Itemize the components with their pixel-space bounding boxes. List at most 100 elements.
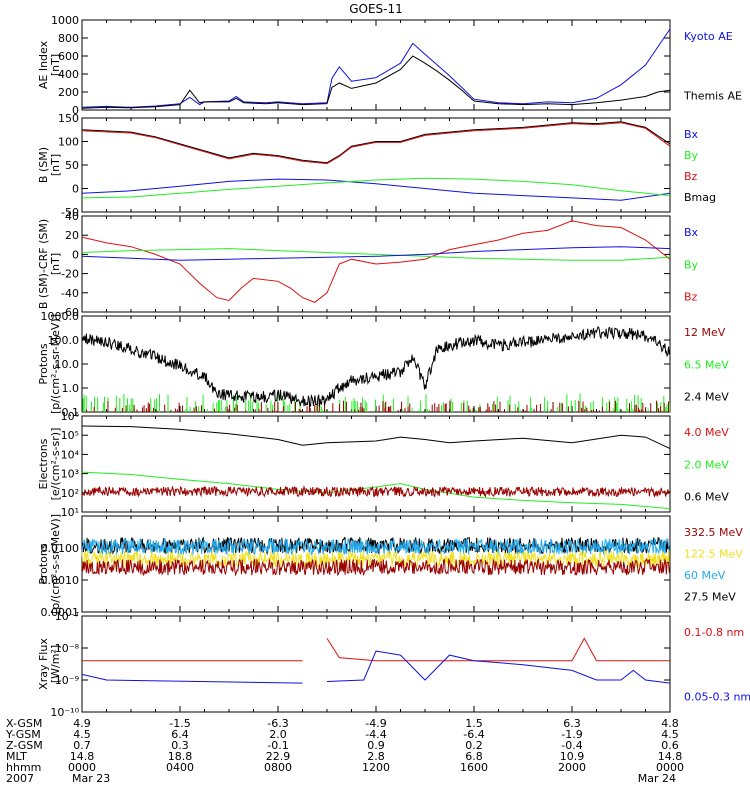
legend-label: By [684,258,699,271]
series-line [81,122,671,165]
axis-tick-value: 2.8 [367,750,385,763]
axis-tick-value: 1600 [460,761,488,774]
axis-tick-value: 18.8 [168,750,193,763]
series-line [326,650,671,684]
legend-label: Bx [684,226,699,239]
axis-tick-value: 0.7 [73,739,91,752]
axis-tick-value: 10.9 [560,750,585,763]
y-tick-label: -20 [61,268,79,281]
y-axis-label: Protons [37,543,50,584]
axis-tick-value: 0.6 [661,739,679,752]
y-tick-label: 10⁻⁷ [55,610,79,623]
panel-frame [81,19,671,111]
axis-tick-value: Mar 24 [638,772,676,785]
panel-3: 0.1 1.0 10.0 100.0 1000.0 Protons [p/(cm²-s-sr… [37,310,729,419]
y-tick-label: 0 [72,183,79,196]
y-axis-label: Electrons [37,438,50,489]
spike-series [86,400,669,412]
y-tick-label: 10⁻¹⁰ [50,706,79,719]
legend-label: Bx [684,128,699,141]
y-tick-label: 10⁵ [61,429,79,442]
axis-tick-value: -6.3 [267,717,288,730]
axis-tick-value: -6.4 [463,728,484,741]
y-tick-label: 10.0 [55,358,80,371]
legend-label: 60 MeV [684,569,726,582]
y-axis-label: [p/(cm²-s-sr-MeV)] [49,314,62,414]
y-tick-label: 40 [65,210,79,223]
axis-row-label: Y-GSM [5,728,41,741]
axis-tick-value: 0000 [656,761,684,774]
axis-tick-value: 4.9 [73,717,91,730]
y-tick-label: 20 [65,229,79,242]
series-line [81,673,303,684]
time-axis-labels: X-GSMY-GSMZ-GSMMLThhmm20074.94.50.714.80… [5,717,684,785]
axis-tick-value: 14.8 [658,750,683,763]
legend-label: Bmag [684,191,716,204]
y-tick-label: 0.0010 [41,574,80,587]
legend-label: 12 MeV [684,326,726,339]
y-tick-label: 0.1 [62,406,80,419]
series-line [81,425,671,450]
series-line [81,220,671,303]
panel-6: 10⁻¹⁰ 10⁻⁹ 10⁻⁸ 10⁻⁷ Xray Flux [W/m²] 0.1-0.8 … [37,610,750,719]
series-line [81,537,670,556]
axis-tick-value: -0.1 [267,739,288,752]
legend-label: 2.4 MeV [684,391,729,404]
y-axis-label: Protons [37,343,50,384]
axis-row-label: MLT [6,750,27,763]
legend-label: Bz [684,170,698,183]
axis-tick-value: -1.9 [561,728,582,741]
y-tick-label: 10⁻⁸ [55,642,80,655]
y-tick-label: 10¹ [61,506,79,519]
axis-tick-value: 0400 [166,761,194,774]
y-axis-label: Xray Flux [37,638,50,690]
series-line [81,178,671,201]
series-line [81,177,671,199]
legend-label: 27.5 MeV [684,591,736,604]
y-tick-label: 10³ [61,468,79,481]
legend-label: By [684,149,699,162]
legend-label: 0.1-0.8 nm [684,626,744,639]
y-axis-label: [e/(cm²-s-sr)] [49,428,62,501]
axis-tick-value: 0.9 [367,739,385,752]
y-tick-label: 0 [72,248,79,261]
axis-tick-value: Mar 23 [72,772,110,785]
legend-label: 0.05-0.3 nm [684,691,750,704]
axis-tick-value: 0.3 [171,739,189,752]
panel-1: -50 0 50 100 150 B (SM) [nT] Bx By Bz Bmag [37,112,716,219]
axis-tick-value: 4.8 [661,717,679,730]
axis-tick-value: -1.5 [169,717,190,730]
y-tick-label: 200 [58,86,79,99]
y-tick-label: 0 [72,104,79,117]
panel-frame [81,615,671,713]
axis-tick-value: 4.5 [73,728,91,741]
axis-tick-value: 6.8 [465,750,483,763]
panel-4: 10¹ 10² 10³ 10⁴ 10⁵ 10⁶ Electrons [e/(cm²-s-sr)… [37,410,729,519]
series-line [81,248,671,261]
axis-tick-value: 0.2 [465,739,483,752]
panel-2: -60 -40 -20 0 20 40 B (SM)-CRF (SM) [nT] Bx By Bz [37,210,699,319]
series-line [81,549,670,569]
series-line [326,637,670,662]
axis-tick-value: 1.5 [465,717,483,730]
series-line [81,55,671,109]
series-line [81,471,671,510]
y-axis-label: [nT] [49,253,62,275]
y-axis-label: B (SM)-CRF (SM) [37,219,50,309]
y-tick-label: 10⁴ [61,448,80,461]
y-tick-label: 400 [58,68,79,81]
axis-row-label: hhmm [6,761,41,774]
legend-label: 0.6 MeV [684,491,729,504]
axis-tick-value: -4.9 [365,717,386,730]
axis-tick-value: 4.5 [661,728,679,741]
axis-tick-value: 0800 [264,761,292,774]
y-axis-label: [nT] [49,54,62,76]
y-tick-label: 1.0 [62,382,80,395]
axis-row-label: 2007 [6,772,34,785]
legend-label: Kyoto AE [684,30,733,43]
y-tick-label: 1000 [51,14,79,27]
legend-label: 2.0 MeV [684,458,729,471]
